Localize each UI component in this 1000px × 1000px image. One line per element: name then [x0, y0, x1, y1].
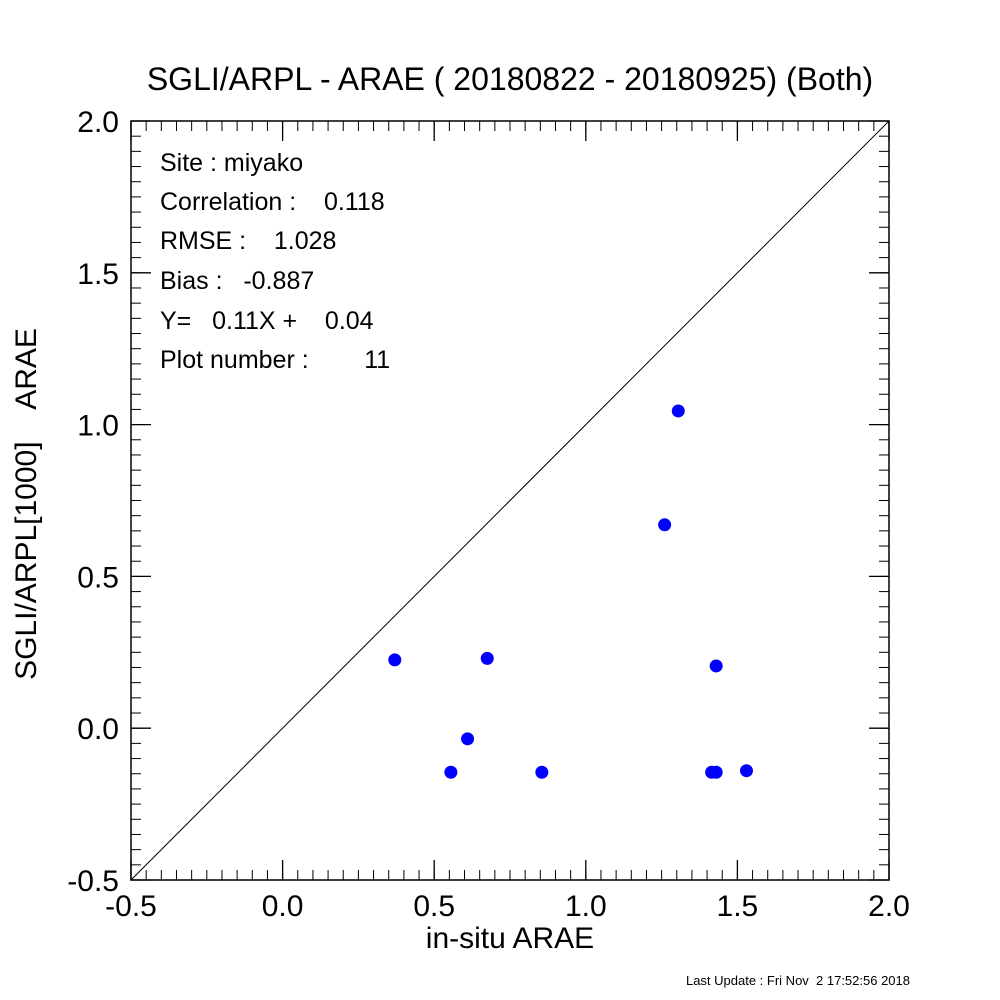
data-point — [535, 765, 549, 779]
data-point — [388, 653, 402, 667]
data-point — [480, 651, 494, 665]
y-tick-label: -0.5 — [67, 865, 119, 898]
annotation-plot-number: Plot number : 11 — [160, 346, 390, 374]
y-tick-label: 2.0 — [77, 106, 119, 139]
annotation-correlation: Correlation : 0.118 — [160, 188, 385, 216]
annotation-rmse: RMSE : 1.028 — [160, 227, 336, 255]
y-tick-labels: -0.5 0.0 0.5 1.0 1.5 2.0 — [67, 106, 119, 898]
annotation-site: Site : miyako — [160, 149, 303, 177]
data-point — [444, 765, 458, 779]
y-axis-label: SGLI/ARPL[1000] ARAE — [10, 328, 43, 680]
x-tick-labels: -0.5 0.0 0.5 1.0 1.5 2.0 — [105, 890, 910, 923]
data-point — [709, 765, 723, 779]
data-point — [739, 764, 753, 778]
x-tick-label: 1.0 — [565, 890, 607, 923]
one-to-one-line — [130, 120, 890, 881]
plot-frame — [130, 120, 890, 881]
x-axis-label: in-situ ARAE — [426, 922, 594, 955]
y-tick-label: 0.0 — [77, 713, 119, 746]
annotation-regression: Y= 0.11X + 0.04 — [160, 307, 374, 335]
x-tick-label: 1.5 — [717, 890, 759, 923]
x-tick-label: 0.5 — [413, 890, 455, 923]
y-tick-label: 0.5 — [77, 561, 119, 594]
x-tick-label: -0.5 — [105, 890, 157, 923]
last-update: Last Update : Fri Nov 2 17:52:56 2018 — [686, 973, 910, 988]
data-point — [658, 518, 672, 532]
data-point — [709, 659, 723, 673]
data-points — [388, 404, 753, 779]
stats-annotations: Site : miyako Correlation : 0.118 RMSE :… — [160, 149, 390, 374]
y-tick-label: 1.5 — [77, 258, 119, 291]
data-point — [461, 732, 475, 746]
x-tick-label: 0.0 — [262, 890, 304, 923]
chart-title: SGLI/ARPL - ARAE ( 20180822 - 20180925) … — [147, 61, 873, 97]
data-point — [671, 404, 685, 418]
x-tick-label: 2.0 — [868, 890, 910, 923]
y-tick-label: 1.0 — [77, 410, 119, 443]
plot-area — [130, 120, 890, 881]
annotation-bias: Bias : -0.887 — [160, 267, 314, 295]
